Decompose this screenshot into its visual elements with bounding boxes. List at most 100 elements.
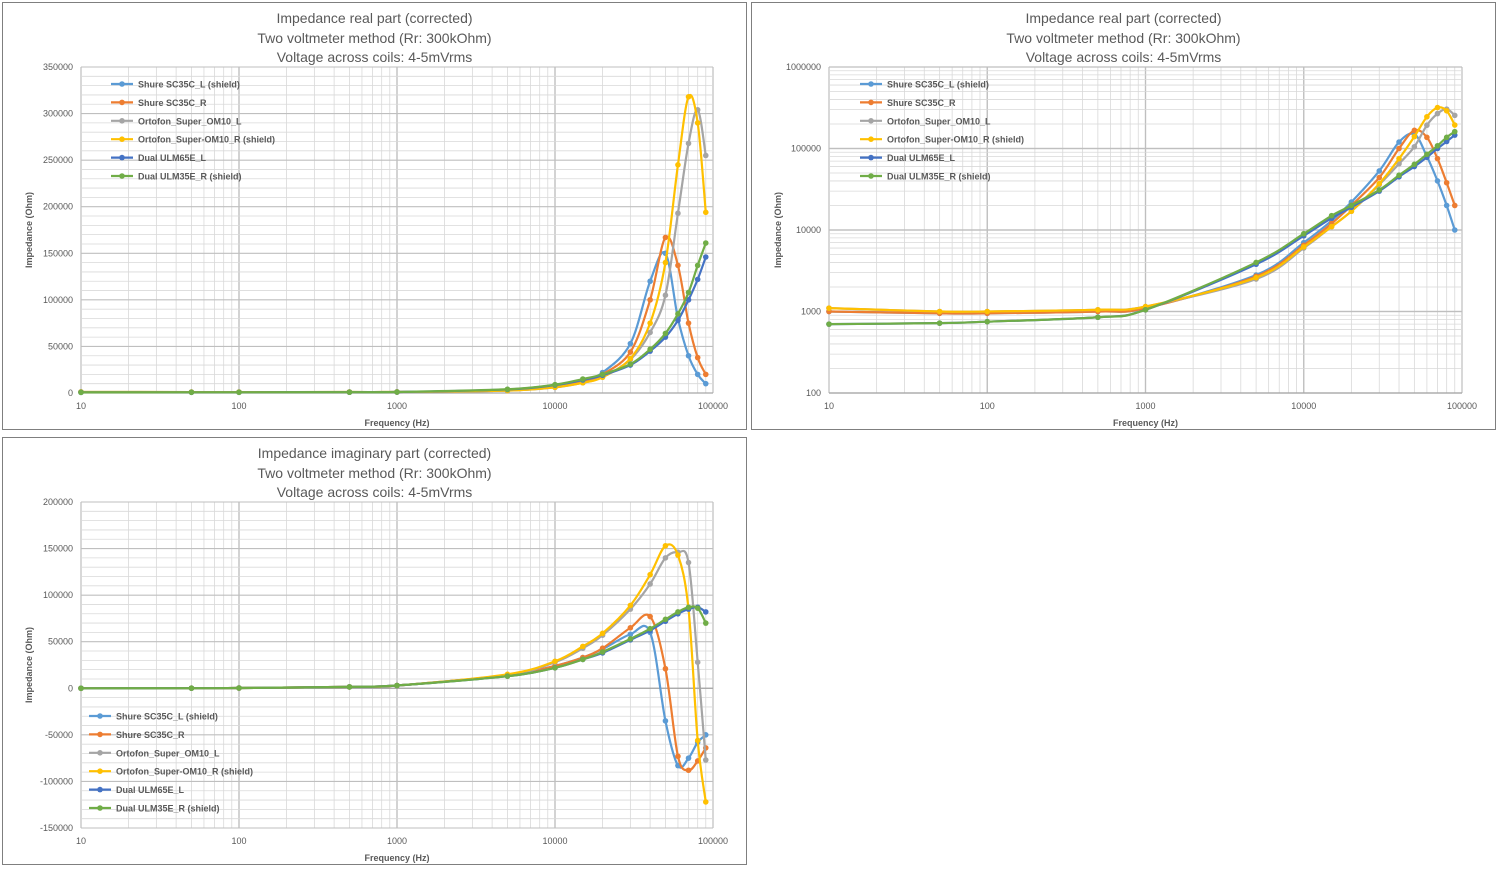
data-point	[78, 389, 84, 396]
data-point	[984, 318, 991, 325]
data-point	[694, 605, 701, 611]
data-point	[552, 664, 558, 671]
data-point	[580, 656, 586, 663]
series-group	[826, 104, 1458, 327]
data-point	[1411, 133, 1418, 140]
data-point	[647, 320, 653, 326]
data-point	[1424, 134, 1430, 141]
data-point	[685, 604, 692, 611]
data-point	[1253, 274, 1259, 281]
data-point	[675, 552, 681, 558]
legend-label: Ortofon_Super-OM10_R (shield)	[887, 135, 1024, 145]
series-line	[80, 613, 707, 772]
data-point	[936, 320, 943, 326]
legend-swatch-marker	[97, 786, 103, 793]
chart-title-line-3: Voltage across coils: 4-5mVrms	[276, 49, 473, 65]
y-tick-label: 50000	[48, 637, 73, 647]
legend-item: Shure SC35C_R	[860, 98, 956, 108]
legend-label: Dual ULM65E_L	[887, 153, 956, 163]
data-point	[236, 389, 242, 396]
legend-swatch-marker	[119, 154, 125, 161]
data-point	[1443, 179, 1450, 186]
data-point	[1443, 202, 1450, 209]
y-tick-label: 1000	[801, 307, 821, 317]
x-tick-label: 1000	[387, 836, 407, 846]
x-tick-label: 10000	[1291, 401, 1316, 411]
data-point	[647, 297, 653, 303]
y-tick-label: 200000	[43, 497, 73, 507]
data-point	[627, 355, 634, 362]
data-point	[627, 340, 634, 347]
y-tick-label: 200000	[43, 202, 73, 212]
x-axis-label: Frequency (Hz)	[364, 418, 429, 428]
chart-title: Impedance real part (corrected) Two volt…	[752, 9, 1495, 68]
data-point	[1443, 108, 1450, 114]
data-point	[675, 609, 681, 615]
legend-item: Shure SC35C_R	[111, 98, 207, 108]
data-point	[685, 297, 692, 303]
data-point	[984, 308, 991, 315]
chart-plot: 10 100 1000 10000 10000010010001000010000010…	[773, 62, 1477, 428]
y-axis-label: Impedance (Ohm)	[24, 192, 34, 268]
data-point	[1300, 230, 1307, 237]
legend-item: Dual ULM35E_R (shield)	[111, 172, 242, 182]
chart-panel-real-linear: Impedance real part (corrected) Two volt…	[2, 2, 747, 430]
data-point	[694, 354, 701, 361]
data-point	[1451, 112, 1458, 119]
data-point	[826, 305, 832, 311]
data-point	[702, 757, 709, 763]
data-point	[685, 140, 692, 147]
x-tick-label: 100000	[698, 836, 728, 846]
data-point	[1142, 306, 1149, 313]
legend-label: Dual ULM35E_R (shield)	[138, 172, 242, 182]
legend-label: Shure SC35C_R	[116, 730, 185, 740]
data-point	[1328, 212, 1335, 219]
data-point	[1300, 244, 1307, 250]
legend-swatch-marker	[119, 136, 125, 142]
x-tick-label: 100000	[1447, 401, 1477, 411]
data-point	[627, 624, 634, 631]
chart-title-line-2: Two voltmeter method (Rr: 300kOhm)	[257, 464, 492, 481]
x-tick-label: 10	[76, 836, 86, 846]
data-point	[647, 329, 653, 336]
legend-swatch-marker	[119, 81, 125, 87]
data-point	[1424, 151, 1430, 158]
data-point	[685, 94, 692, 100]
y-tick-label: -100000	[40, 776, 73, 786]
legend-item: Dual ULM35E_R (shield)	[89, 804, 220, 814]
data-point	[647, 613, 653, 620]
data-point	[1443, 134, 1450, 141]
data-point	[1411, 161, 1418, 168]
chart-title-line-1: Impedance imaginary part (corrected)	[257, 445, 492, 461]
y-tick-label: 50000	[48, 341, 73, 351]
legend-swatch-marker	[868, 136, 874, 142]
data-point	[1396, 172, 1402, 179]
chart-plot: 10 100 1000 10000 100000 0 50000 100000 150000 20…	[24, 62, 728, 428]
data-point	[662, 292, 669, 299]
y-tick-label: -50000	[45, 730, 73, 740]
data-point	[599, 371, 606, 378]
legend-swatch-marker	[97, 731, 103, 738]
chart-title-line-2: Two voltmeter method (Rr: 300kOhm)	[257, 29, 492, 46]
chart-title: Impedance real part (corrected) Two volt…	[3, 9, 746, 68]
data-point	[702, 799, 709, 805]
data-point	[1348, 208, 1355, 215]
data-point	[702, 240, 709, 246]
y-tick-label: 300000	[43, 109, 73, 119]
legend-item: Ortofon_Super-OM10_R (shield)	[89, 767, 253, 777]
x-tick-label: 10000	[542, 836, 567, 846]
legend-label: Shure SC35C_L (shield)	[116, 712, 218, 722]
x-tick-label: 10	[76, 401, 86, 411]
data-point	[675, 317, 681, 324]
data-point	[1424, 113, 1430, 120]
data-point	[394, 682, 400, 689]
data-point	[1396, 145, 1402, 152]
data-point	[599, 630, 606, 637]
data-point	[188, 389, 195, 396]
legend-label: Dual ULM35E_R (shield)	[116, 804, 220, 814]
x-axis: 10 100 1000 10000 100000	[76, 836, 728, 846]
legend-label: Shure SC35C_R	[887, 98, 956, 108]
data-point	[394, 389, 400, 395]
data-point	[647, 346, 653, 353]
y-tick-label: 350000	[43, 62, 73, 72]
